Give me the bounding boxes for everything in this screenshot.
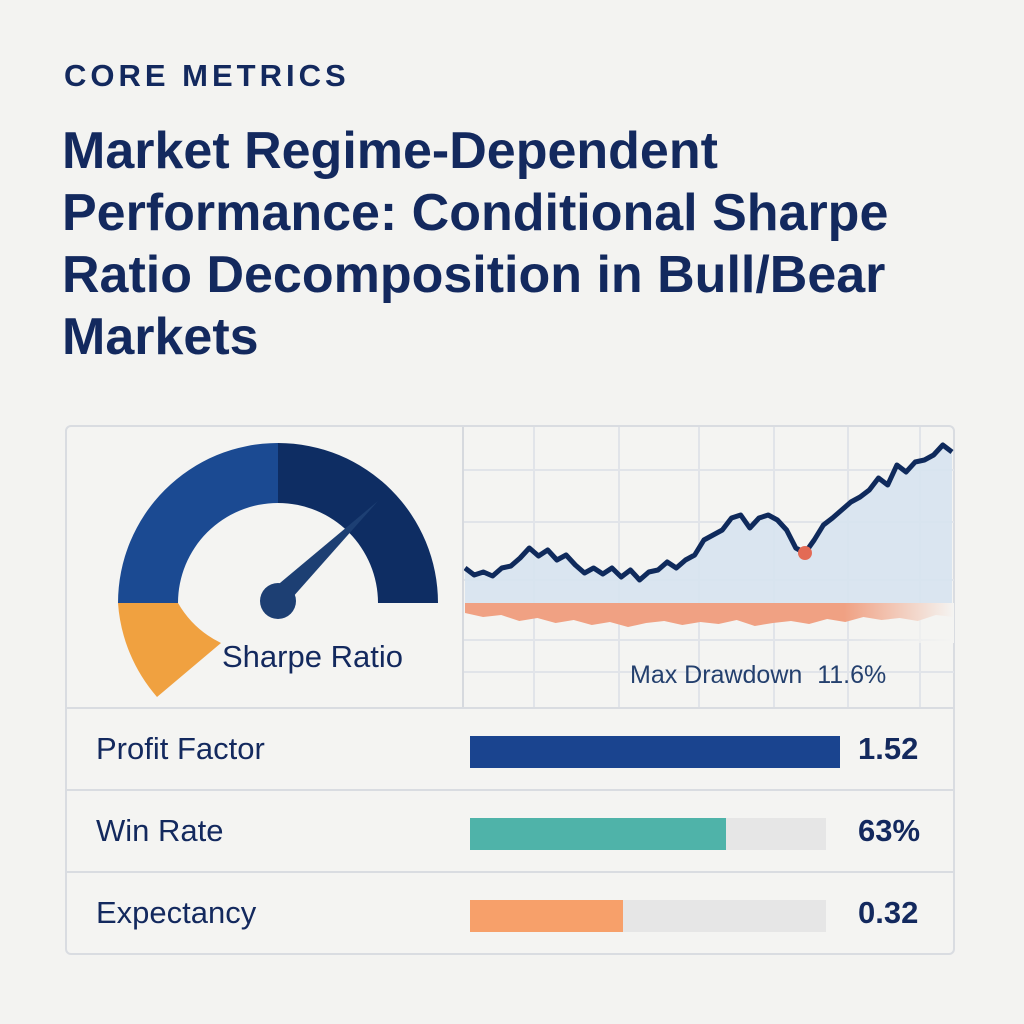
page-title: Market Regime-Dependent Performance: Con…: [62, 122, 889, 366]
svg-text:Max Drawdown 11.6%: Max Drawdown 11.6%: [630, 661, 886, 689]
metric-bar-fill: [470, 818, 727, 850]
metric-value: 0.32: [858, 895, 919, 930]
metric-label: Win Rate: [96, 813, 224, 848]
eyebrow-label: CORE METRICS: [64, 58, 350, 93]
gauge-label: Sharpe Ratio: [222, 639, 403, 674]
metric-row-profit-factor: Profit Factor 1.52: [65, 707, 955, 789]
gauge-hub: [260, 583, 296, 619]
metrics-list: Profit Factor 1.52 Win Rate 63% Expectan…: [65, 707, 955, 953]
drawdown-band: [465, 603, 954, 627]
panel-divider: [462, 427, 464, 707]
metric-label: Expectancy: [96, 895, 257, 930]
gauge-segment-low: [118, 603, 221, 697]
metric-value: 1.52: [858, 731, 919, 766]
drawdown-marker: [797, 546, 812, 560]
sharpe-gauge: Sharpe Ratio: [65, 425, 463, 708]
metric-bar-track: [470, 818, 826, 850]
metric-row-win-rate: Win Rate 63%: [65, 789, 955, 871]
equity-area: [465, 445, 952, 603]
drawdown-value: 11.6%: [817, 661, 886, 689]
metric-label: Profit Factor: [96, 731, 265, 766]
gauge-needle: [268, 501, 378, 607]
metric-bar-track: [470, 900, 826, 932]
metric-value: 63%: [858, 813, 921, 848]
drawdown-label: Max Drawdown: [630, 661, 802, 689]
gauge-segment-mid: [118, 443, 278, 603]
metric-bar-track: [470, 736, 841, 768]
equity-chart: Max Drawdown 11.6%: [463, 427, 954, 707]
drawdown-fade: [844, 603, 954, 643]
metric-row-expectancy: Expectancy 0.32: [65, 871, 955, 953]
metric-bar-fill: [470, 900, 624, 932]
metric-bar-fill: [470, 736, 841, 768]
equity-line: [463, 442, 954, 583]
